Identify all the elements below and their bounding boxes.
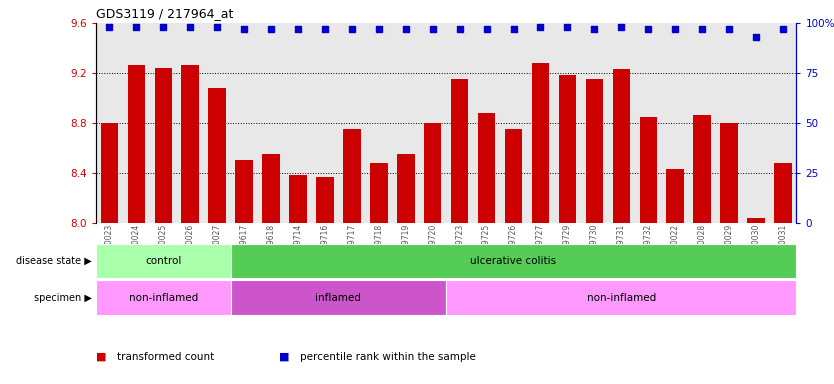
Point: [129, 24, 143, 30]
Point: [588, 26, 601, 32]
Point: [534, 24, 547, 30]
Bar: [585, 79, 603, 223]
Point: [157, 24, 170, 30]
Bar: [370, 163, 388, 223]
Bar: [397, 154, 414, 223]
Bar: [424, 123, 441, 223]
Text: ulcerative colitis: ulcerative colitis: [470, 256, 556, 266]
Bar: [559, 76, 576, 223]
Bar: [747, 218, 765, 223]
Bar: [451, 79, 469, 223]
Point: [560, 24, 574, 30]
Text: non-inflamed: non-inflamed: [586, 293, 656, 303]
Bar: [612, 69, 631, 223]
Point: [238, 26, 251, 32]
Bar: [182, 66, 199, 223]
Bar: [262, 154, 280, 223]
Text: inflamed: inflamed: [315, 293, 361, 303]
Bar: [96, 244, 231, 278]
Text: GDS3119 / 217964_at: GDS3119 / 217964_at: [96, 7, 234, 20]
Text: ■: ■: [96, 352, 107, 362]
Bar: [693, 116, 711, 223]
Point: [722, 26, 736, 32]
Text: specimen ▶: specimen ▶: [34, 293, 92, 303]
Point: [669, 26, 682, 32]
Bar: [343, 129, 360, 223]
Point: [372, 26, 385, 32]
Bar: [666, 169, 684, 223]
Text: transformed count: transformed count: [117, 352, 214, 362]
Bar: [478, 113, 495, 223]
Bar: [289, 175, 307, 223]
Point: [480, 26, 493, 32]
Point: [291, 26, 304, 32]
Point: [399, 26, 413, 32]
Bar: [128, 66, 145, 223]
Text: disease state ▶: disease state ▶: [16, 256, 92, 266]
Point: [641, 26, 655, 32]
Bar: [101, 123, 118, 223]
Point: [776, 26, 790, 32]
Point: [453, 26, 466, 32]
Point: [210, 24, 224, 30]
Point: [183, 24, 197, 30]
Point: [696, 26, 709, 32]
Bar: [446, 280, 796, 315]
Bar: [532, 63, 550, 223]
Bar: [154, 68, 172, 223]
Point: [507, 26, 520, 32]
Point: [319, 26, 332, 32]
Point: [750, 34, 763, 40]
Bar: [231, 244, 796, 278]
Text: percentile rank within the sample: percentile rank within the sample: [300, 352, 476, 362]
Point: [264, 26, 278, 32]
Bar: [231, 280, 446, 315]
Bar: [505, 129, 522, 223]
Bar: [208, 88, 226, 223]
Point: [103, 24, 116, 30]
Text: control: control: [145, 256, 182, 266]
Text: non-inflamed: non-inflamed: [128, 293, 198, 303]
Bar: [774, 163, 791, 223]
Bar: [235, 161, 253, 223]
Bar: [316, 177, 334, 223]
Point: [345, 26, 359, 32]
Bar: [721, 123, 738, 223]
Point: [426, 26, 440, 32]
Text: ■: ■: [279, 352, 290, 362]
Bar: [96, 280, 231, 315]
Point: [615, 24, 628, 30]
Bar: [640, 117, 657, 223]
